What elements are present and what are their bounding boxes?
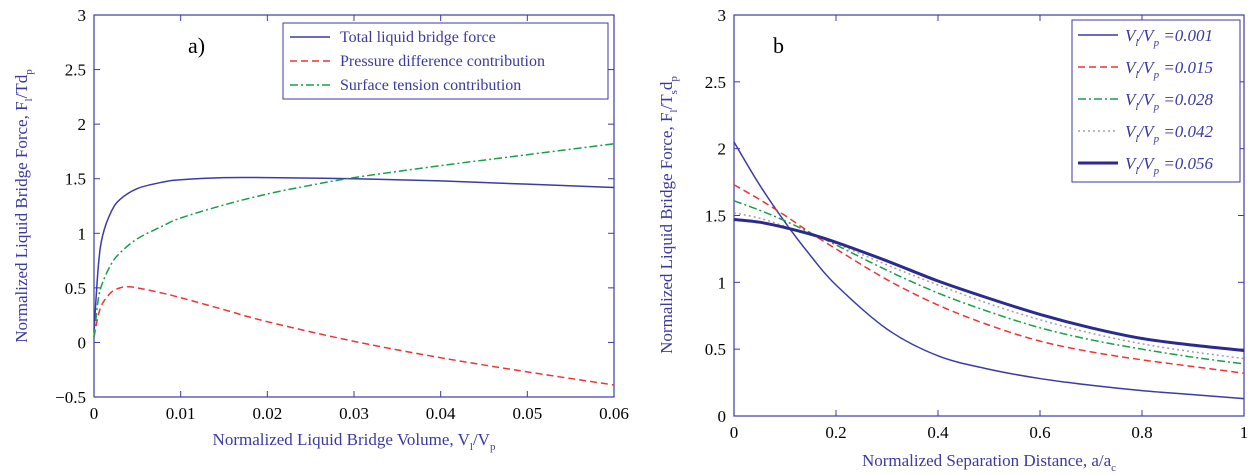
chart-b-ytick-label: 0 bbox=[718, 407, 727, 426]
chart-a-ylabel: Normalized Liquid Bridge Force, Fl/Tdp bbox=[12, 69, 35, 343]
chart-b-xtick-label: 0.2 bbox=[825, 423, 846, 442]
chart-b-panel-label: b bbox=[773, 33, 784, 58]
chart-a-xlabel: Normalized Liquid Bridge Volume, Vl/Vp bbox=[213, 430, 496, 453]
chart-a: 0 0.01 0.02 0.03 0.04 0.05 0.06−0.500.511.522.… bbox=[12, 6, 629, 453]
chart-b-xtick-label: 1 bbox=[1240, 423, 1249, 442]
chart-a-legend: Total liquid bridge force Pressure diffe… bbox=[282, 22, 609, 100]
chart-b-xlabel: Normalized Separation Distance, a/ac bbox=[862, 451, 1116, 474]
chart-b-ytick-label: 2.5 bbox=[705, 73, 726, 92]
chart-b-ytick-label: 3 bbox=[718, 6, 727, 25]
chart-b-series-line-4 bbox=[733, 218, 1245, 352]
chart-b-legend-box bbox=[1071, 19, 1241, 183]
chart-a-xtick-label: 0.02 bbox=[252, 404, 282, 423]
chart-a-ytick-label: 1.5 bbox=[65, 170, 86, 189]
chart-a-series-line-0 bbox=[93, 176, 615, 332]
chart-b-legend-label-3: Vl/Vp =0.042 bbox=[1125, 122, 1214, 145]
legend-label-pressure: Pressure difference contribution bbox=[340, 53, 545, 70]
chart-b-legend-label-2: Vl/Vp =0.028 bbox=[1125, 90, 1214, 113]
chart-a-series-line-2 bbox=[93, 143, 615, 338]
chart-b-legend-label-1: Vl/Vp =0.015 bbox=[1125, 58, 1213, 81]
chart-a-xtick-label: 0 bbox=[90, 404, 99, 423]
chart-b-legend: Vl/Vp =0.001 Vl/Vp =0.015 Vl/Vp =0.028 Vl/V… bbox=[1071, 19, 1241, 183]
chart-b-ytick-label: 2 bbox=[718, 140, 727, 159]
chart-a-ytick-label: 2 bbox=[78, 115, 87, 134]
chart-b-series-line-2 bbox=[733, 200, 1245, 365]
chart-b: 0 0.2 0.4 0.6 0.8 1 0 0.5 1 1.5 2 2.5 3 b Vl/Vp =0.0… bbox=[657, 6, 1248, 474]
chart-a-ytick-label: 3 bbox=[78, 6, 87, 25]
legend-label-surface: Surface tension contribution bbox=[340, 77, 521, 94]
chart-a-panel-label: a) bbox=[188, 33, 205, 58]
chart-b-legend-label-4: Vl/Vp =0.056 bbox=[1125, 154, 1214, 177]
chart-a-xtick-label: 0.05 bbox=[512, 404, 542, 423]
chart-b-ylabel: Normalized Liquid Bridge Force, Fl/Tsdp bbox=[657, 76, 680, 354]
chart-b-xtick-label: 0.4 bbox=[927, 423, 949, 442]
chart-a-xtick-label: 0.04 bbox=[426, 404, 456, 423]
chart-b-ticks: 0 0.2 0.4 0.6 0.8 1 0 0.5 1 1.5 2 2.5 3 bbox=[705, 6, 1249, 442]
chart-a-ticks: 0 0.01 0.02 0.03 0.04 0.05 0.06−0.500.511.522.… bbox=[55, 6, 629, 423]
chart-b-series bbox=[733, 141, 1245, 400]
chart-b-ytick-label: 1.5 bbox=[705, 207, 726, 226]
chart-b-ytick-label: 1 bbox=[718, 273, 727, 292]
chart-a-ytick-label: 2.5 bbox=[65, 61, 86, 80]
chart-b-series-line-1 bbox=[733, 184, 1245, 374]
chart-a-ytick-label: 0 bbox=[78, 333, 87, 352]
chart-a-ytick-label: −0.5 bbox=[55, 388, 86, 407]
chart-a-xtick-label: 0.03 bbox=[339, 404, 369, 423]
chart-b-series-line-3 bbox=[733, 212, 1245, 360]
chart-a-ytick-label: 1 bbox=[78, 224, 87, 243]
chart-a-series bbox=[93, 143, 615, 386]
chart-a-xtick-label: 0.06 bbox=[599, 404, 629, 423]
chart-a-xtick-label: 0.01 bbox=[166, 404, 196, 423]
legend-label-total: Total liquid bridge force bbox=[340, 29, 496, 46]
chart-b-xtick-label: 0.8 bbox=[1131, 423, 1152, 442]
chart-a-series-line-1 bbox=[93, 286, 615, 386]
chart-a-legend-box bbox=[282, 22, 609, 100]
chart-b-series-line-0 bbox=[733, 141, 1245, 400]
chart-b-xtick-label: 0 bbox=[730, 423, 739, 442]
chart-a-ytick-label: 0.5 bbox=[65, 279, 86, 298]
chart-b-legend-label-0: Vl/Vp =0.001 bbox=[1125, 26, 1213, 49]
chart-b-ytick-label: 0.5 bbox=[705, 340, 726, 359]
chart-b-xtick-label: 0.6 bbox=[1029, 423, 1050, 442]
